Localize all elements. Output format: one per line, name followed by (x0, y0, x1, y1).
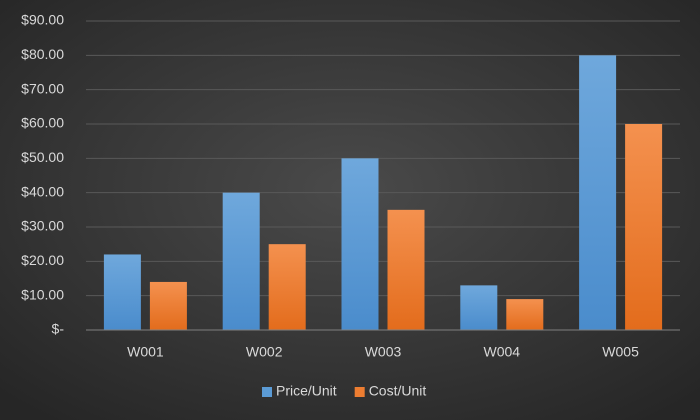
legend-label: Cost/Unit (369, 383, 427, 399)
bar (268, 244, 306, 330)
legend-swatch (262, 387, 272, 397)
y-tick-label: $90.00 (21, 12, 64, 28)
x-tick-label: W004 (484, 344, 521, 360)
y-tick-label: $30.00 (21, 218, 64, 234)
y-tick-label: $80.00 (21, 46, 64, 62)
x-tick-label: W001 (127, 344, 164, 360)
bar (579, 55, 617, 330)
y-tick-label: $- (52, 321, 65, 337)
y-tick-label: $50.00 (21, 149, 64, 165)
y-tick-label: $20.00 (21, 252, 64, 268)
y-tick-label: $10.00 (21, 286, 64, 302)
legend-swatch (354, 387, 365, 397)
y-tick-label: $60.00 (21, 115, 64, 131)
bar (341, 158, 379, 330)
bar (625, 124, 663, 330)
bar (149, 281, 187, 330)
bar (387, 209, 425, 330)
x-tick-label: W003 (365, 344, 402, 360)
x-tick-label: W002 (246, 344, 283, 360)
y-tick-label: $70.00 (21, 80, 64, 96)
bar (222, 192, 260, 330)
legend-label: Price/Unit (276, 383, 337, 399)
x-tick-label: W005 (602, 344, 639, 360)
bar (460, 285, 498, 330)
bar (506, 299, 544, 330)
y-tick-label: $40.00 (21, 183, 64, 199)
bar (103, 254, 141, 330)
